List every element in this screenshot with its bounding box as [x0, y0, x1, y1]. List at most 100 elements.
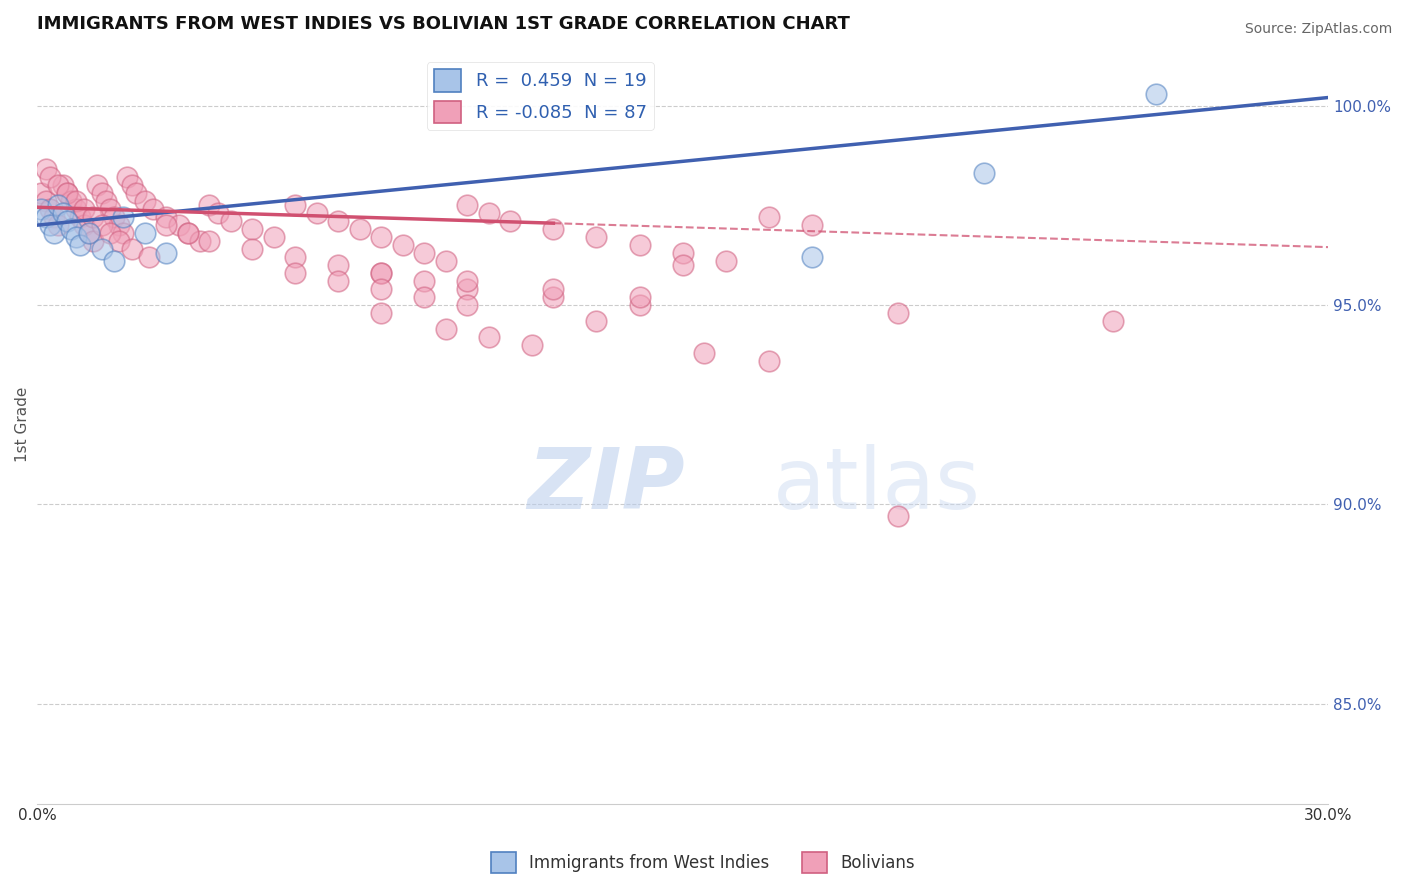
Point — [240, 222, 263, 236]
Point — [111, 211, 134, 225]
Point — [117, 170, 139, 185]
Point — [198, 234, 221, 248]
Point — [973, 166, 995, 180]
Point — [800, 218, 823, 232]
Point — [671, 246, 693, 260]
Point — [413, 274, 436, 288]
Point — [38, 170, 60, 185]
Point — [284, 266, 307, 280]
Point — [328, 274, 350, 288]
Point — [56, 214, 79, 228]
Point — [370, 306, 392, 320]
Point — [434, 254, 457, 268]
Point — [94, 194, 117, 209]
Point — [111, 226, 134, 240]
Point — [34, 162, 56, 177]
Point — [155, 211, 177, 225]
Point — [69, 238, 91, 252]
Point — [585, 230, 607, 244]
Point — [121, 242, 143, 256]
Point — [167, 218, 190, 232]
Point — [693, 346, 716, 360]
Point — [90, 186, 112, 201]
Point — [48, 198, 70, 212]
Point — [671, 258, 693, 272]
Point — [69, 211, 91, 225]
Point — [758, 211, 780, 225]
Point — [155, 246, 177, 260]
Point — [207, 206, 229, 220]
Point — [82, 211, 104, 225]
Text: ZIP: ZIP — [527, 444, 685, 527]
Point — [190, 234, 212, 248]
Point — [90, 218, 112, 232]
Point — [38, 202, 60, 217]
Point — [219, 214, 242, 228]
Point — [60, 222, 83, 236]
Point — [413, 246, 436, 260]
Point — [328, 214, 350, 228]
Point — [628, 238, 651, 252]
Point — [543, 282, 565, 296]
Point — [456, 198, 478, 212]
Point — [370, 266, 392, 280]
Point — [44, 211, 66, 225]
Point — [107, 218, 129, 232]
Point — [1102, 314, 1125, 328]
Point — [758, 354, 780, 368]
Point — [34, 194, 56, 209]
Point — [370, 266, 392, 280]
Point — [887, 509, 910, 524]
Point — [73, 218, 96, 232]
Point — [60, 194, 83, 209]
Point — [800, 250, 823, 264]
Point — [52, 206, 75, 220]
Point — [56, 186, 79, 201]
Point — [628, 290, 651, 304]
Point — [284, 250, 307, 264]
Point — [30, 186, 52, 201]
Point — [370, 230, 392, 244]
Point — [499, 214, 522, 228]
Point — [134, 226, 156, 240]
Point — [38, 218, 60, 232]
Point — [284, 198, 307, 212]
Point — [103, 254, 125, 268]
Point — [198, 198, 221, 212]
Point — [585, 314, 607, 328]
Point — [543, 222, 565, 236]
Point — [65, 194, 87, 209]
Point — [176, 226, 198, 240]
Point — [240, 242, 263, 256]
Point — [714, 254, 737, 268]
Legend: R =  0.459  N = 19, R = -0.085  N = 87: R = 0.459 N = 19, R = -0.085 N = 87 — [427, 62, 654, 130]
Y-axis label: 1st Grade: 1st Grade — [15, 387, 30, 462]
Point — [391, 238, 413, 252]
Point — [155, 218, 177, 232]
Point — [30, 202, 52, 217]
Point — [370, 282, 392, 296]
Point — [73, 202, 96, 217]
Point — [98, 226, 121, 240]
Point — [134, 194, 156, 209]
Point — [65, 230, 87, 244]
Point — [125, 186, 148, 201]
Point — [52, 178, 75, 193]
Point — [628, 298, 651, 312]
Point — [1144, 87, 1167, 101]
Point — [456, 282, 478, 296]
Point — [456, 274, 478, 288]
Point — [44, 226, 66, 240]
Point — [434, 322, 457, 336]
Point — [65, 202, 87, 217]
Point — [887, 306, 910, 320]
Point — [349, 222, 371, 236]
Point — [90, 242, 112, 256]
Point — [48, 218, 70, 232]
Point — [176, 226, 198, 240]
Point — [456, 298, 478, 312]
Point — [263, 230, 285, 244]
Point — [48, 178, 70, 193]
Point — [121, 178, 143, 193]
Point — [77, 226, 100, 240]
